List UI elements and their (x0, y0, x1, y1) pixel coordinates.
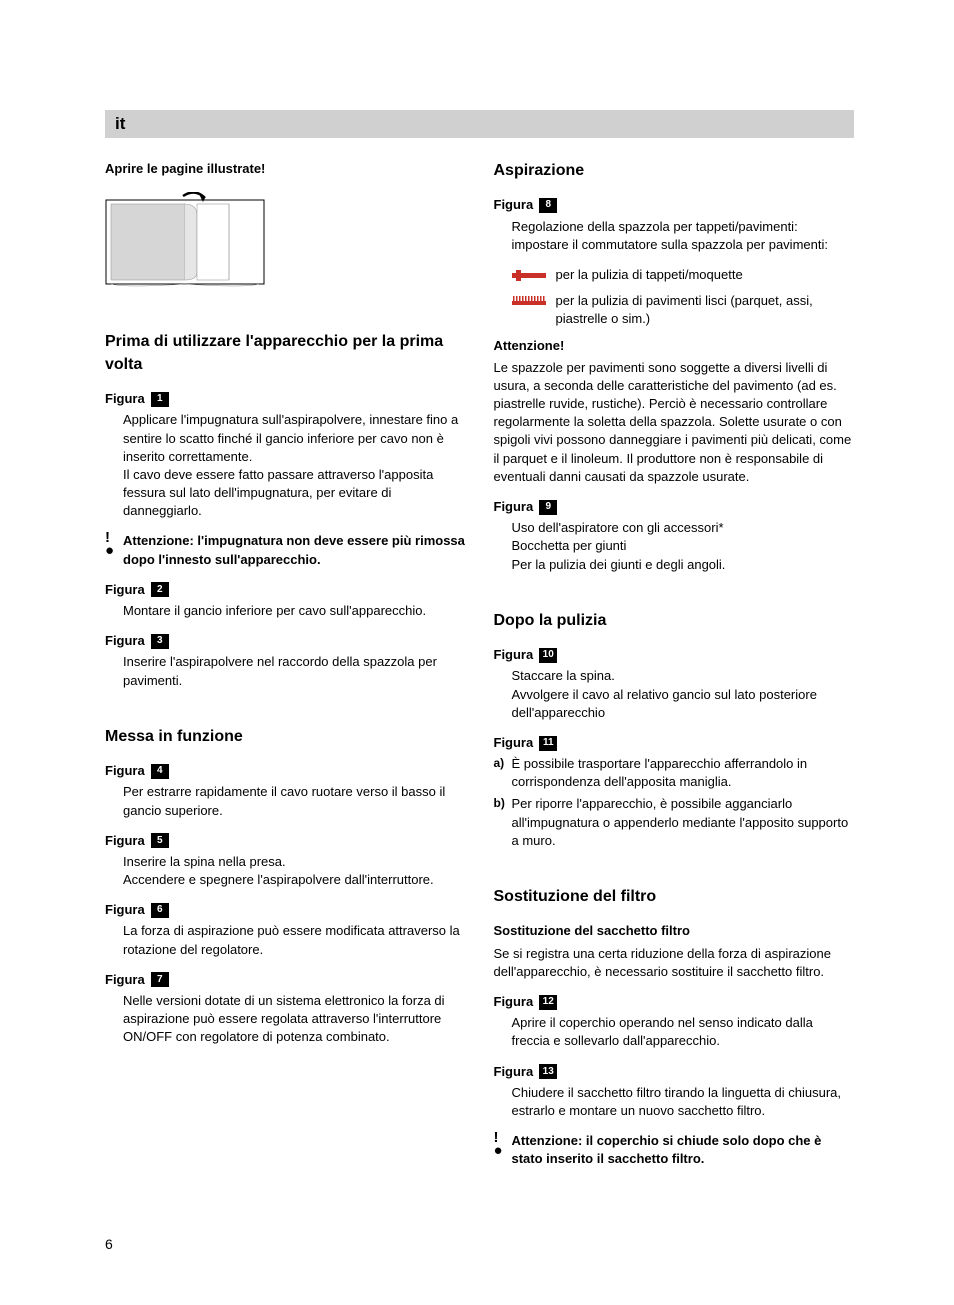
hardfloor-mode-row: per la pulizia di pavimenti lisci (parqu… (494, 292, 855, 328)
language-bar: it (105, 110, 854, 138)
content-columns: Aprire le pagine illustrate! Prima di ut… (105, 160, 854, 1180)
figura-8-label: Figura 8 (494, 196, 855, 214)
open-pages-label: Aprire le pagine illustrate! (105, 160, 466, 178)
figura-4-num: 4 (151, 764, 169, 779)
carpet-mode-text: per la pulizia di tappeti/moquette (556, 266, 855, 284)
figura-13-label: Figura 13 (494, 1063, 855, 1081)
figura-4-text: Per estrarre rapidamente il cavo ruotare… (105, 783, 466, 819)
figura-8-text: Regolazione della spazzola per tappeti/p… (494, 218, 855, 254)
right-column: Aspirazione Figura 8 Regolazione della s… (494, 160, 855, 1180)
figura-5-label: Figura 5 (105, 832, 466, 850)
heading-suction: Aspirazione (494, 160, 855, 182)
figura-6-label: Figura 6 (105, 901, 466, 919)
figura-10-label: Figura 10 (494, 646, 855, 664)
figura-7-label: Figura 7 (105, 971, 466, 989)
figura-1-num: 1 (151, 392, 169, 407)
figura-5-text: Inserire la spina nella presa. Accendere… (105, 853, 466, 889)
figura-7-text: Nelle versioni dotate di un sistema elet… (105, 992, 466, 1047)
heading-after-cleaning: Dopo la pulizia (494, 610, 855, 632)
figura-11-label: Figura 11 (494, 734, 855, 752)
figura-10-num: 10 (539, 648, 557, 663)
letter-b: b) (494, 795, 505, 812)
warning-mark-icon: !● (494, 1132, 503, 1158)
figura-3-label: Figura 3 (105, 632, 466, 650)
figura-1-label: Figura 1 (105, 390, 466, 408)
figura-9-text: Uso dell'aspiratore con gli accessori* B… (494, 519, 855, 574)
figura-8-num: 8 (539, 198, 557, 213)
language-code: it (115, 112, 125, 136)
figura-7-num: 7 (151, 972, 169, 987)
warning-cover: !● Attenzione: il coperchio si chiude so… (494, 1132, 855, 1168)
warning-mark-icon: !● (105, 532, 114, 558)
figura-10-text: Staccare la spina. Avvolgere il cavo al … (494, 667, 855, 722)
figura-9-label: Figura 9 (494, 498, 855, 516)
figura-11-num: 11 (539, 736, 557, 751)
figura-1-text: Applicare l'impugnatura sull'aspirapolve… (105, 411, 466, 520)
figura-12-text: Aprire il coperchio operando nel senso i… (494, 1014, 855, 1050)
hardfloor-icon (512, 294, 546, 310)
figura-2-num: 2 (151, 582, 169, 597)
bag-replace-text: Se si registra una certa riduzione della… (494, 945, 855, 981)
subheading-bag-replace: Sostituzione del sacchetto filtro (494, 922, 855, 940)
heading-filter-replace: Sostituzione del filtro (494, 886, 855, 908)
carpet-icon (512, 267, 546, 283)
figura-13-text: Chiudere il sacchetto filtro tirando la … (494, 1084, 855, 1120)
figura-4-label: Figura 4 (105, 762, 466, 780)
warning-handle: !● Attenzione: l'impugnatura non deve es… (105, 532, 466, 568)
page-number: 6 (105, 1235, 113, 1255)
figura-6-num: 6 (151, 903, 169, 918)
figura-12-num: 12 (539, 995, 557, 1010)
figura-2-text: Montare il gancio inferiore per cavo sul… (105, 602, 466, 620)
figura-5-num: 5 (151, 833, 169, 848)
carpet-mode-row: per la pulizia di tappeti/moquette (494, 266, 855, 284)
figura-13-num: 13 (539, 1064, 557, 1079)
left-column: Aprire le pagine illustrate! Prima di ut… (105, 160, 466, 1180)
open-booklet-icon (105, 192, 265, 292)
attention-heading: Attenzione! (494, 337, 855, 355)
figura-3-text: Inserire l'aspirapolvere nel raccordo de… (105, 653, 466, 689)
heading-startup: Messa in funzione (105, 726, 466, 748)
figura-6-text: La forza di aspirazione può essere modif… (105, 922, 466, 958)
figura-11-b: b) Per riporre l'apparecchio, è possibil… (494, 795, 855, 850)
figura-12-label: Figura 12 (494, 993, 855, 1011)
figura-9-num: 9 (539, 500, 557, 515)
heading-first-use: Prima di utilizzare l'apparecchio per la… (105, 331, 466, 376)
figura-3-num: 3 (151, 634, 169, 649)
letter-a: a) (494, 755, 505, 772)
attention-text: Le spazzole per pavimenti sono soggette … (494, 359, 855, 486)
figura-11-a: a) È possibile trasportare l'apparecchio… (494, 755, 855, 791)
figura-2-label: Figura 2 (105, 581, 466, 599)
hardfloor-mode-text: per la pulizia di pavimenti lisci (parqu… (556, 292, 855, 328)
